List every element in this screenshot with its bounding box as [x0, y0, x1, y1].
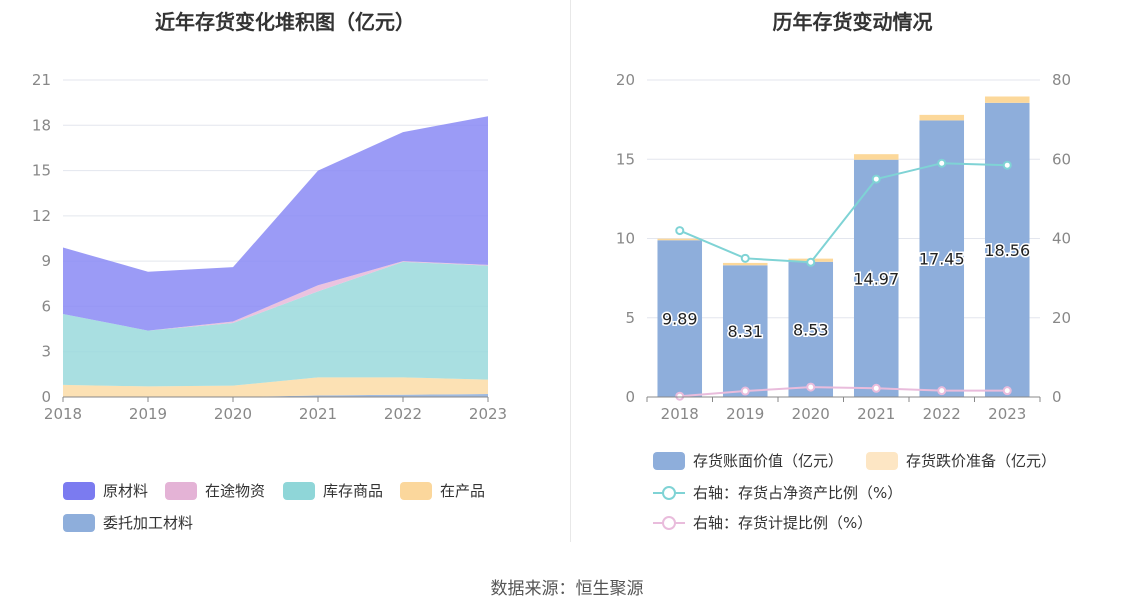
legend-swatch-icon [653, 451, 685, 470]
y-tick-label: 9 [41, 252, 51, 270]
y2-tick-label: 0 [1052, 388, 1062, 406]
line-point [871, 174, 881, 184]
y-tick-label: 20 [616, 71, 635, 89]
y-tick-label: 3 [41, 343, 51, 361]
line-series [679, 162, 1008, 264]
legend-swatch-icon [63, 481, 95, 500]
legend-item[interactable]: 存货账面价值（亿元） [653, 450, 843, 471]
legend-swatch-icon [165, 481, 197, 500]
x-tick-label: 2019 [726, 405, 764, 423]
inventory-change-chart-panel: 历年存货变动情况 0 5 10 15 20 0 20 40 60 80 9.89 8.31 8.53 14… [571, 0, 1134, 550]
legend-label: 存货跌价准备（亿元） [906, 452, 1057, 470]
left-chart-title: 近年存货变化堆积图（亿元） [155, 10, 415, 34]
legend-label: 右轴：存货占净资产比例（%） [693, 484, 903, 502]
line-point [675, 391, 685, 401]
y-tick-label: 0 [625, 388, 635, 406]
x-tick-label: 2018 [44, 405, 82, 423]
y2-tick-label: 60 [1052, 150, 1071, 168]
bar-impairment-reserve [722, 262, 768, 266]
legend-label: 原材料 [103, 482, 149, 500]
legend-label: 库存商品 [323, 482, 384, 500]
line-point [937, 158, 947, 168]
line-point [740, 253, 750, 263]
bar-data-label: 9.89 [662, 310, 698, 329]
area-series [63, 377, 488, 397]
x-tick-label: 2023 [988, 405, 1026, 423]
line-point [1002, 160, 1012, 170]
bar-inventory-value [984, 102, 1030, 397]
right-chart-title: 历年存货变动情况 [772, 10, 933, 34]
bar-impairment-reserve [984, 96, 1030, 103]
legend-swatch-icon [400, 481, 432, 500]
y2-tick-label: 20 [1052, 309, 1071, 327]
y-tick-label: 15 [616, 150, 635, 168]
panel-divider [570, 0, 571, 542]
bar-data-label: 18.56 [984, 241, 1030, 260]
bar-inventory-value [722, 265, 768, 397]
legend-swatch-icon [866, 451, 898, 470]
x-tick-label: 2022 [923, 405, 961, 423]
legend-swatch-icon [63, 513, 95, 532]
legend-item[interactable]: 右轴：存货计提比例（%） [653, 512, 872, 533]
legend-item[interactable]: 在产品 [400, 480, 485, 501]
legend-label: 委托加工材料 [103, 514, 194, 532]
legend-swatch-icon [283, 481, 315, 500]
x-tick-label: 2022 [384, 405, 422, 423]
legend-label: 在途物资 [205, 482, 266, 500]
legend-label: 在产品 [440, 482, 486, 500]
inventory-bar-line-chart: 0 5 10 15 20 0 20 40 60 80 9.89 8.31 8.53 14.97 17.45 1… [616, 71, 1071, 423]
bar-impairment-reserve [853, 154, 899, 160]
y2-tick-label: 80 [1052, 71, 1071, 89]
x-tick-label: 2021 [857, 405, 895, 423]
bar-data-label: 17.45 [919, 250, 965, 269]
x-tick-label: 2018 [661, 405, 699, 423]
stacked-area-chart-panel: 近年存货变化堆积图（亿元） 0 3 6 9 12 15 18 21 2018 2019 2020 20… [0, 0, 570, 550]
area-series [63, 261, 488, 387]
y-tick-label: 21 [32, 71, 51, 89]
bar-data-label: 8.53 [793, 320, 829, 339]
area-series [63, 116, 488, 331]
y-tick-label: 12 [32, 207, 51, 225]
line-point [806, 257, 816, 267]
bar-data-label: 14.97 [853, 269, 899, 288]
y-tick-label: 18 [32, 116, 51, 134]
bar-inventory-value [657, 240, 703, 397]
line-point [871, 383, 881, 393]
bar-data-label: 8.31 [727, 322, 763, 341]
y2-tick-label: 40 [1052, 230, 1071, 248]
legend-label: 右轴：存货计提比例（%） [693, 514, 873, 532]
line-point [806, 382, 816, 392]
bar-inventory-value [788, 261, 834, 397]
x-tick-label: 2021 [299, 405, 337, 423]
y-tick-label: 15 [32, 162, 51, 180]
legend-item[interactable]: 在途物资 [165, 480, 265, 501]
bar-impairment-reserve [657, 238, 703, 241]
bar-impairment-reserve [919, 114, 965, 121]
legend-swatch-icon [653, 484, 685, 502]
y-tick-label: 6 [41, 297, 51, 315]
legend-item[interactable]: 委托加工材料 [63, 512, 193, 533]
y-tick-label: 5 [625, 309, 635, 327]
line-point [1002, 386, 1012, 396]
y-tick-label: 10 [616, 230, 635, 248]
x-tick-label: 2020 [214, 405, 252, 423]
legend-item[interactable]: 右轴：存货占净资产比例（%） [653, 482, 902, 503]
data-source-note: 数据来源：恒生聚源 [490, 579, 644, 599]
line-point [675, 226, 685, 236]
line-point [937, 386, 947, 396]
stacked-area-chart: 0 3 6 9 12 15 18 21 2018 2019 2020 2021 2022 2023 [32, 71, 507, 423]
legend-item[interactable]: 库存商品 [283, 480, 383, 501]
legend-swatch-icon [653, 514, 685, 532]
y-tick-label: 0 [41, 388, 51, 406]
x-tick-label: 2023 [469, 405, 507, 423]
legend-item[interactable]: 原材料 [63, 480, 148, 501]
legend-item[interactable]: 存货跌价准备（亿元） [866, 450, 1056, 471]
x-tick-label: 2020 [792, 405, 830, 423]
line-series [679, 386, 1008, 398]
line-point [740, 386, 750, 396]
area-series [63, 393, 488, 397]
x-tick-label: 2019 [129, 405, 167, 423]
legend-label: 存货账面价值（亿元） [693, 452, 844, 470]
